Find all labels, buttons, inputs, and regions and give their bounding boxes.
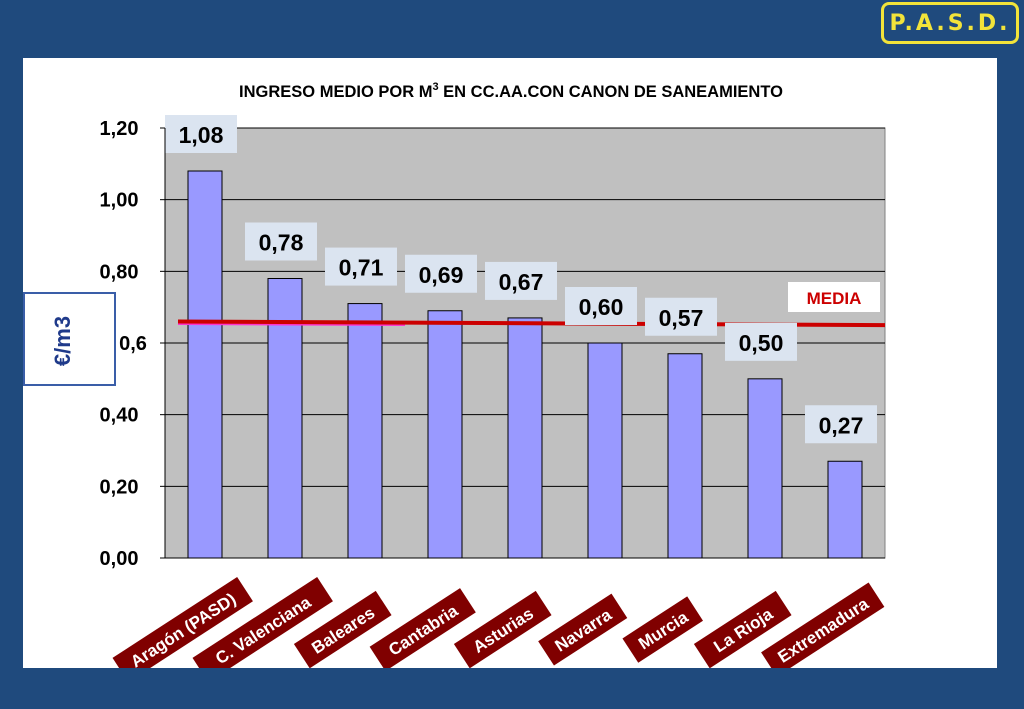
y-tick-label: 0,80 xyxy=(100,261,139,283)
bar xyxy=(507,317,543,559)
data-label-box xyxy=(645,297,717,336)
x-category-label: Navarra xyxy=(538,593,628,666)
bar xyxy=(187,170,223,559)
y-tick-label: 1,00 xyxy=(100,190,139,212)
x-label-box xyxy=(112,576,253,668)
x-category-label: Murcia xyxy=(622,596,703,663)
data-label: 0,71 xyxy=(339,255,384,281)
x-label-box xyxy=(453,590,552,668)
x-category-label: Cantabria xyxy=(369,588,476,668)
ylabel-frame xyxy=(23,292,116,386)
bar xyxy=(747,378,783,559)
data-label: 0,69 xyxy=(419,262,464,288)
y-tick-label: 0,00 xyxy=(100,548,139,570)
data-label-box xyxy=(405,254,477,293)
chart-title: INGRESO MEDIO POR M3 EN CC.AA.CON CANON … xyxy=(239,81,783,101)
y-tick-label: 0,40 xyxy=(100,405,139,427)
x-category-label: Extremadura xyxy=(761,582,885,668)
chart-title-post: EN CC.AA.CON CANON DE SANEAMIENTO xyxy=(439,83,784,101)
pasd-badge: P.A.S.D. xyxy=(881,2,1019,44)
data-label: 0,50 xyxy=(739,330,784,356)
data-label-box xyxy=(245,222,317,261)
x-label-box xyxy=(622,596,703,663)
data-label: 0,60 xyxy=(579,294,624,320)
media-label-box xyxy=(788,282,880,312)
media-label: MEDIA xyxy=(807,289,862,308)
data-label-box xyxy=(325,247,397,286)
bar xyxy=(347,303,383,559)
bar xyxy=(827,460,863,559)
y-tick-label: 1,20 xyxy=(100,118,139,140)
x-label-text: Extremadura xyxy=(775,594,873,667)
data-label: 1,08 xyxy=(179,122,224,148)
data-label-box xyxy=(165,115,237,153)
x-label-box xyxy=(369,588,476,668)
bar xyxy=(587,342,623,559)
bar xyxy=(427,310,463,559)
x-label-box xyxy=(538,593,628,666)
x-label-box xyxy=(693,590,792,668)
chart-title-sup: 3 xyxy=(432,81,438,93)
data-label-box xyxy=(805,405,877,444)
data-label-box xyxy=(485,261,557,300)
data-label: 0,57 xyxy=(659,305,704,331)
y-tick-label: 0,6 xyxy=(119,333,147,355)
data-label: 0,67 xyxy=(499,269,544,295)
y-tick-label: 0,20 xyxy=(100,476,139,498)
chart-title-pre: INGRESO MEDIO POR M xyxy=(239,83,432,101)
data-label: 0,78 xyxy=(259,230,304,256)
x-label-box xyxy=(761,582,885,668)
chart-panel: INGRESO MEDIO POR M3 EN CC.AA.CON CANON … xyxy=(23,58,997,668)
bar-chart: INGRESO MEDIO POR M3 EN CC.AA.CON CANON … xyxy=(23,81,886,668)
data-label-box xyxy=(725,322,797,361)
x-label-box xyxy=(192,576,333,668)
bar xyxy=(667,353,703,559)
y-axis-label: €/m3 xyxy=(50,316,75,366)
data-label-box xyxy=(565,287,637,325)
data-label: 0,27 xyxy=(819,412,864,438)
x-label-box xyxy=(293,590,392,668)
